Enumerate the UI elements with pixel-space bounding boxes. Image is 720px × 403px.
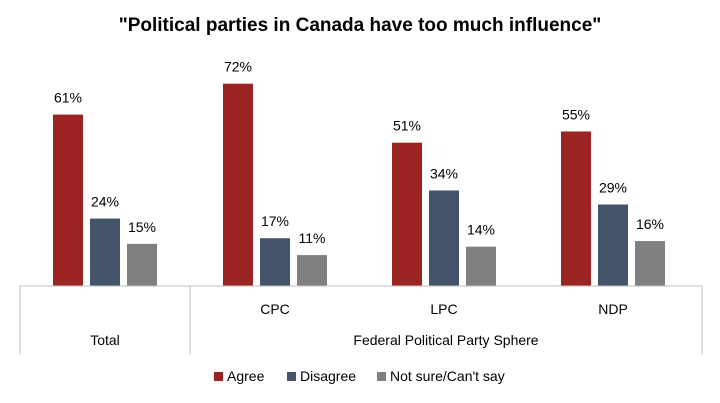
data-label-cpc-agree: 72% (224, 59, 252, 75)
category-label-lpc: LPC (430, 301, 457, 317)
bar-total-not-sure-can-t-say (127, 243, 157, 286)
bar-lpc-agree (392, 142, 422, 286)
data-label-total-agree: 61% (54, 90, 82, 106)
bar-lpc-disagree (429, 190, 459, 286)
group-label-total: Total (90, 332, 120, 348)
bar-ndp-agree (561, 131, 591, 286)
data-label-cpc-not-sure-can-t-say: 11% (299, 230, 326, 246)
data-label-ndp-agree: 55% (562, 106, 590, 122)
legend-label-agree: Agree (227, 368, 265, 384)
data-label-total-disagree: 24% (91, 194, 119, 210)
bar-ndp-not-sure-can-t-say (635, 241, 665, 286)
data-label-cpc-disagree: 17% (261, 213, 289, 229)
bar-ndp-disagree (598, 204, 628, 286)
legend-swatch-disagree (287, 372, 296, 381)
group-label-federal-political-party-sphere: Federal Political Party Sphere (353, 332, 538, 348)
bar-total-disagree (90, 218, 120, 286)
data-label-ndp-disagree: 29% (599, 180, 627, 196)
legend-swatch-agree (214, 372, 223, 381)
bar-cpc-agree (223, 83, 253, 287)
bar-lpc-not-sure-can-t-say (466, 246, 496, 286)
category-label-cpc: CPC (260, 301, 290, 317)
data-label-lpc-agree: 51% (393, 118, 421, 134)
data-label-lpc-not-sure-can-t-say: 14% (467, 222, 495, 238)
legend-swatch-not-sure-can-t-say (377, 372, 386, 381)
bar-cpc-disagree (260, 238, 290, 286)
legend-label-not-sure-can-t-say: Not sure/Can't say (390, 368, 505, 384)
plot-area: 61% 24% 15% 72% 17% 11% 51% 34% 14% 55% 29% 16% (53, 59, 665, 287)
category-label-ndp: NDP (598, 301, 628, 317)
legend: Agree Disagree Not sure/Can't say (214, 368, 505, 384)
data-label-lpc-disagree: 34% (430, 165, 458, 181)
bar-total-agree (53, 114, 83, 286)
chart-title: "Political parties in Canada have too mu… (119, 15, 602, 36)
data-label-total-not-sure-can-t-say: 15% (128, 219, 156, 235)
category-axis: CPC LPC NDP Total Federal Political Party Sp… (19, 285, 703, 354)
data-label-ndp-not-sure-can-t-say: 16% (636, 216, 664, 232)
legend-label-disagree: Disagree (300, 368, 356, 384)
bar-cpc-not-sure-can-t-say (297, 255, 327, 286)
